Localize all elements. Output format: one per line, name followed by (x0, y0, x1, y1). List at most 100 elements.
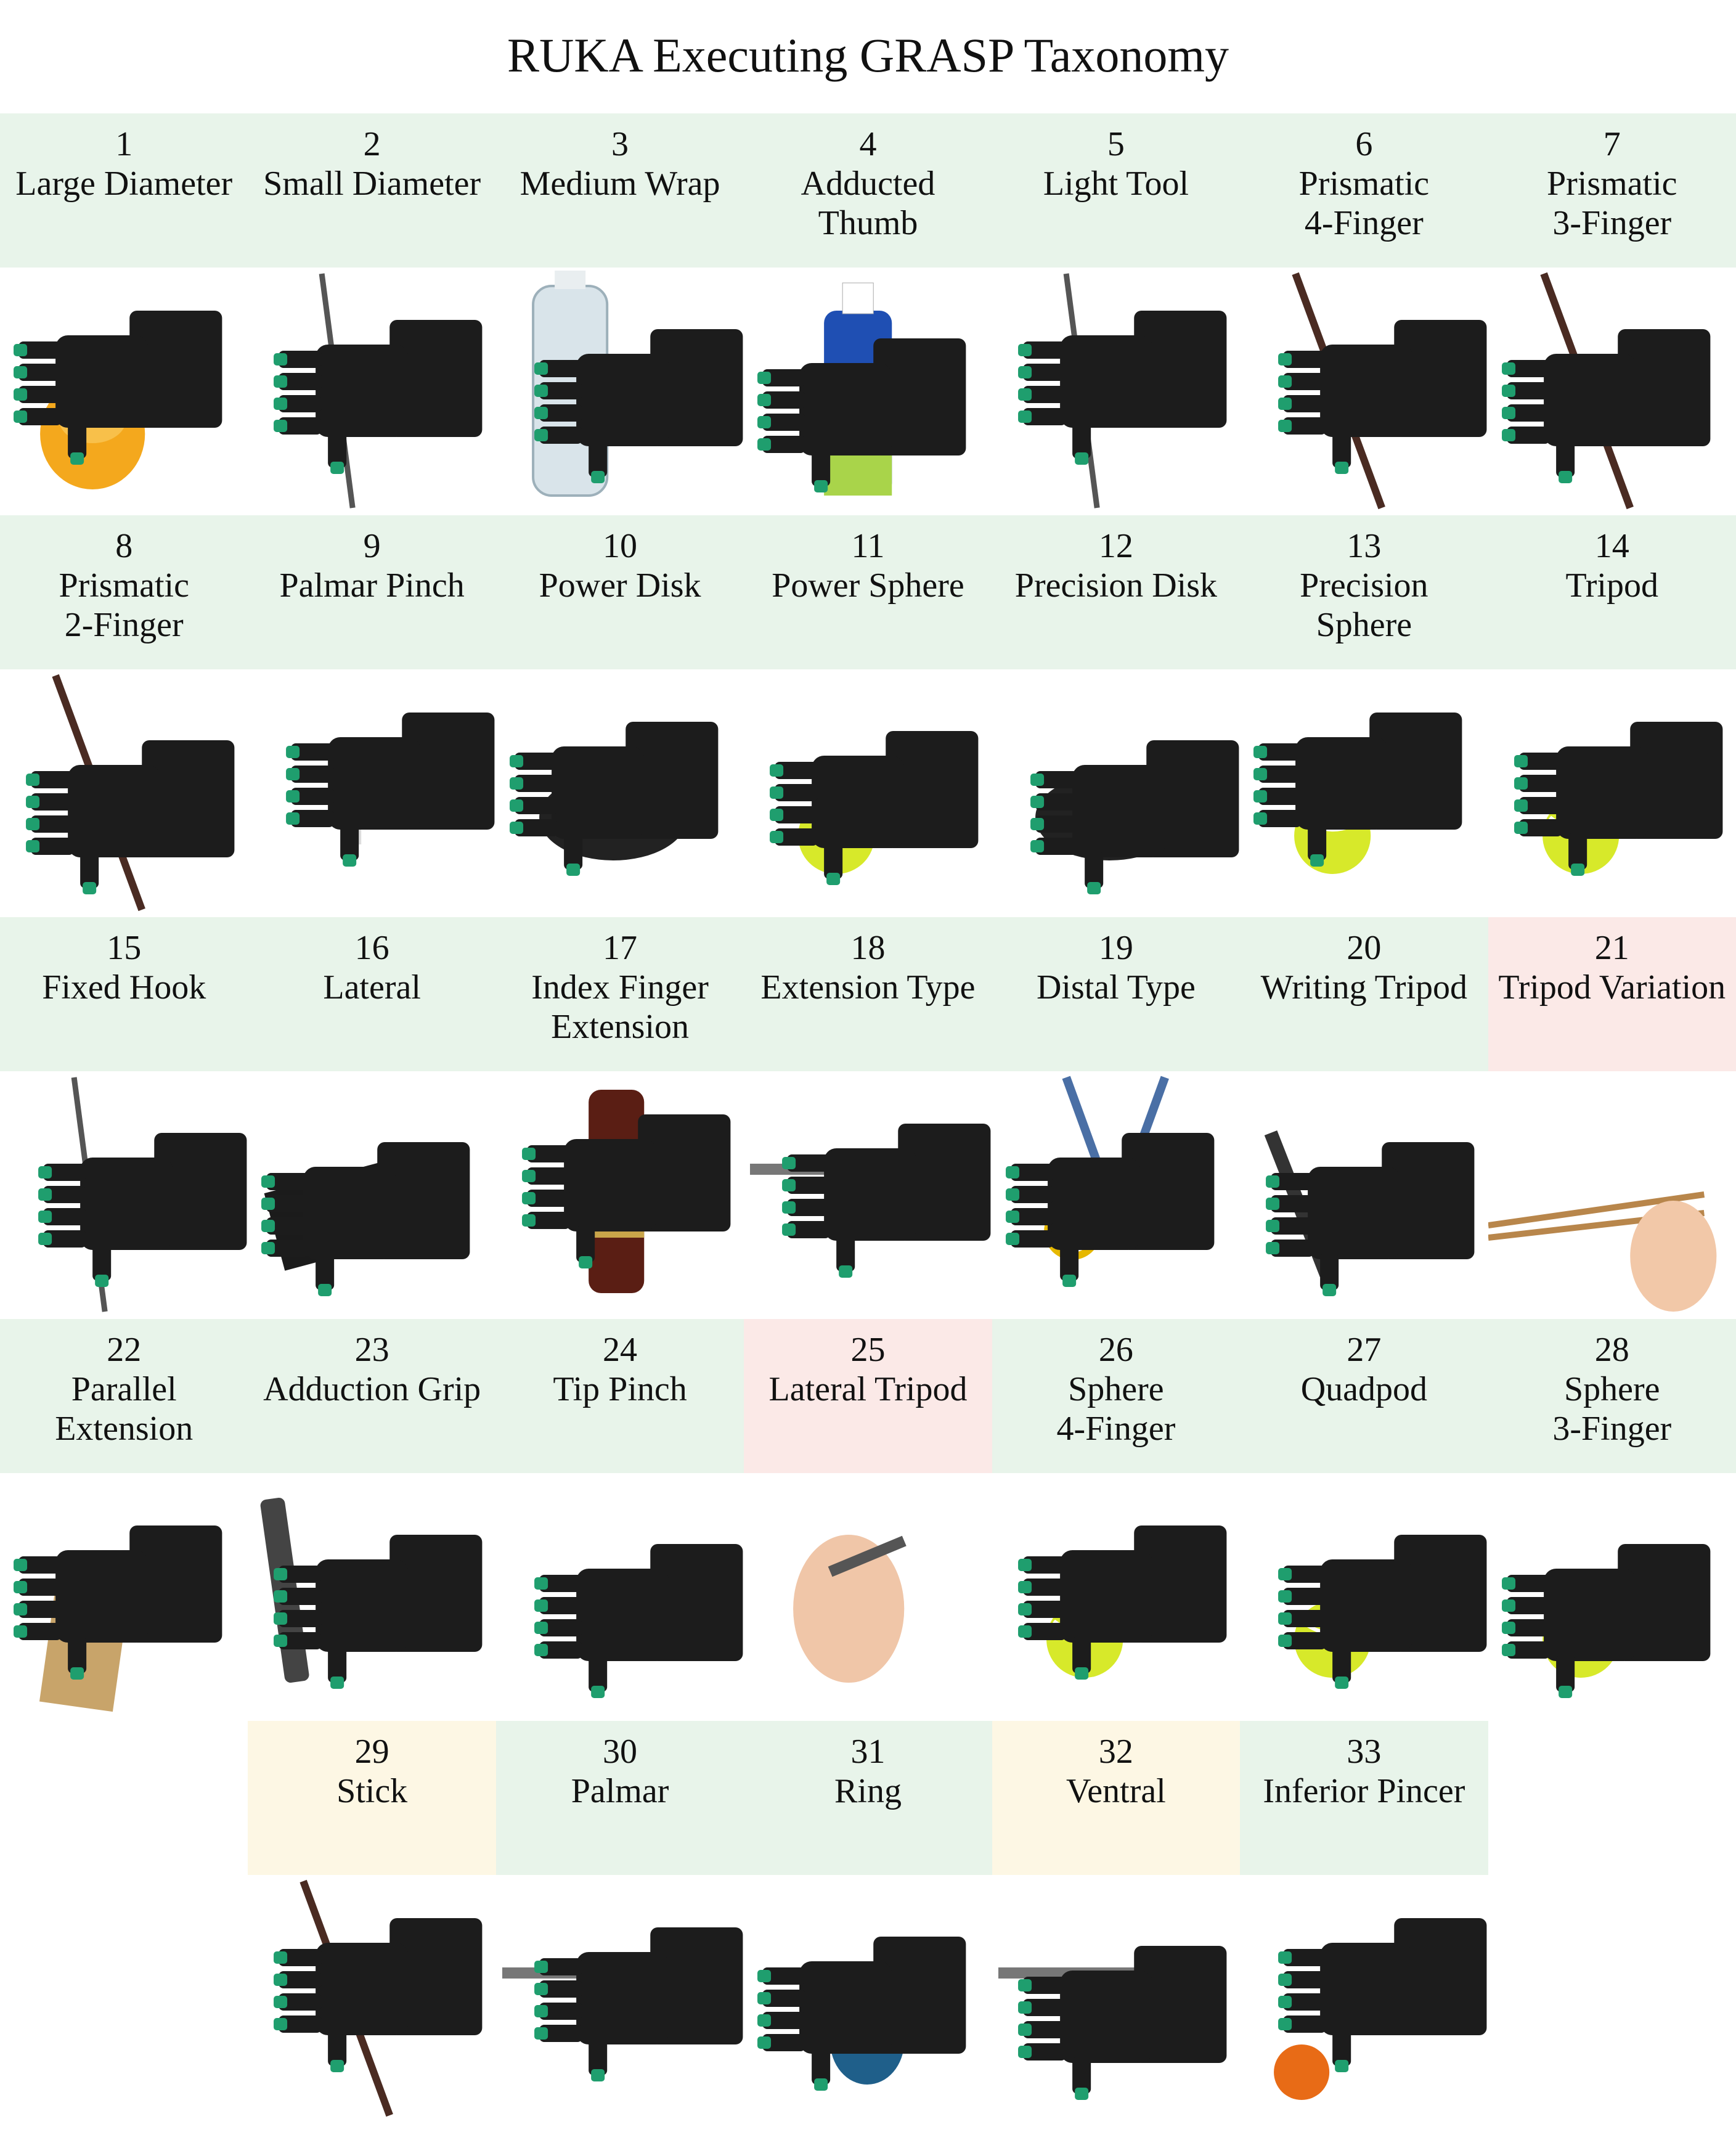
grasp-name: Power Sphere (772, 566, 964, 605)
grasp-photo-16 (248, 1071, 495, 1319)
grasp-label-31: 31 Ring (744, 1721, 992, 1875)
grasp-number: 22 (107, 1331, 142, 1369)
grasp-name: Tripod Variation (1498, 968, 1726, 1007)
grasp-number: 3 (611, 125, 629, 163)
grasp-name: Precision Sphere (1300, 566, 1428, 644)
grasp-photo-9 (248, 669, 495, 917)
grasp-number: 13 (1347, 527, 1382, 565)
robot-hand-icon (1253, 713, 1462, 867)
grasp-number: 32 (1098, 1733, 1133, 1771)
grasp-photo-23 (248, 1473, 495, 1721)
grasp-number: 20 (1347, 929, 1382, 967)
robot-hand-icon (534, 329, 743, 483)
robot-hand-icon (261, 1142, 470, 1296)
grasp-photo-30 (496, 1875, 744, 2123)
robot-hand-icon (757, 1937, 966, 2091)
robot-hand-icon (782, 1124, 991, 1278)
grasp-label-25: 25 Lateral Tripod (744, 1319, 992, 1473)
grasp-photo-3 (496, 268, 744, 515)
grasp-name: Tripod (1565, 566, 1658, 605)
grasp-label-30: 30 Palmar (495, 1721, 744, 1875)
robot-hand-icon (14, 311, 222, 465)
grasp-label-32: 32 Ventral (992, 1721, 1241, 1875)
robot-hand-icon (1501, 1544, 1710, 1698)
grasp-number: 7 (1603, 125, 1621, 163)
robot-hand-icon (534, 1927, 743, 2081)
robot-hand-icon (1017, 1946, 1227, 2100)
grasp-name: Writing Tripod (1260, 968, 1468, 1007)
grasp-label-16: 16 Lateral (248, 917, 496, 1071)
grasp-label-26: 26 Sphere 4-Finger (992, 1319, 1241, 1473)
grasp-photo-32 (992, 1875, 1240, 2123)
grasp-label-27: 27 Quadpod (1240, 1319, 1488, 1473)
grasp-name: Sphere 4-Finger (1056, 1370, 1176, 1448)
grasp-number: 5 (1107, 125, 1125, 163)
grasp-name: Small Diameter (263, 165, 481, 203)
grasp-photo-18 (744, 1071, 992, 1319)
grasp-photo-6 (1240, 268, 1488, 515)
robot-hand-icon (1278, 1535, 1487, 1689)
robot-hand-icon (1266, 1142, 1475, 1296)
grasp-label-33: 33 Inferior Pincer (1240, 1721, 1488, 1875)
grasp-name: Lateral (323, 968, 421, 1007)
robot-hand-icon (1278, 1918, 1487, 2072)
grasp-number: 21 (1594, 929, 1629, 967)
robot-hand-icon (1278, 320, 1487, 474)
robot-hand-icon (286, 713, 495, 867)
grasp-number: 16 (354, 929, 389, 967)
grasp-number: 19 (1098, 929, 1133, 967)
grasp-number: 28 (1594, 1331, 1629, 1369)
grasp-label-2: 2 Small Diameter (248, 113, 496, 268)
grasp-label-22: 22 Parallel Extension (0, 1319, 248, 1473)
grasp-label-1: 1 Large Diameter (0, 113, 248, 268)
grasp-label-5: 5 Light Tool (992, 113, 1241, 268)
grasp-number: 25 (850, 1331, 886, 1369)
grasp-label-4: 4 Adducted Thumb (744, 113, 992, 268)
grasp-number: 4 (859, 125, 877, 163)
grasp-photo-10 (496, 669, 744, 917)
grasp-name: Sphere 3-Finger (1552, 1370, 1672, 1448)
robot-hand-icon (26, 740, 235, 894)
object-human-hand (793, 1535, 907, 1683)
robot-hand-icon (757, 338, 966, 492)
grasp-name: Inferior Pincer (1263, 1772, 1465, 1810)
grasp-name: Distal Type (1036, 968, 1196, 1007)
grasp-photo-7 (1488, 268, 1736, 515)
grasp-photo-2 (248, 268, 495, 515)
grasp-photo-1 (0, 268, 248, 515)
grasp-label-23: 23 Adduction Grip (248, 1319, 496, 1473)
grasp-number: 2 (363, 125, 381, 163)
grasp-label-13: 13 Precision Sphere (1240, 515, 1488, 669)
grasp-label-15: 15 Fixed Hook (0, 917, 248, 1071)
robot-hand-icon (38, 1133, 247, 1287)
object-chopsticks (1488, 1191, 1716, 1312)
grasp-number: 26 (1098, 1331, 1133, 1369)
robot-hand-icon (1017, 1525, 1227, 1680)
grasp-photo-21 (1488, 1071, 1736, 1319)
grasp-label-7: 7 Prismatic 3-Finger (1488, 113, 1736, 268)
grasp-number: 10 (603, 527, 638, 565)
grasp-label-14: 14 Tripod (1488, 515, 1736, 669)
grasp-number: 33 (1347, 1733, 1382, 1771)
grasp-number: 1 (115, 125, 133, 163)
grasp-number: 31 (850, 1733, 886, 1771)
grasp-photo-24 (496, 1473, 744, 1721)
robot-hand-icon (509, 722, 719, 876)
grasp-label-9: 9 Palmar Pinch (248, 515, 496, 669)
grasp-photo-22 (0, 1473, 248, 1721)
grasp-name: Large Diameter (15, 165, 233, 203)
grasp-label-20: 20 Writing Tripod (1240, 917, 1488, 1071)
grasp-name: Fixed Hook (42, 968, 206, 1007)
grasp-name: Precision Disk (1014, 566, 1218, 605)
grasp-name: Light Tool (1043, 165, 1189, 203)
robot-hand-icon (1514, 722, 1722, 876)
grasp-name: Adducted Thumb (801, 165, 935, 242)
grasp-photo-20 (1240, 1071, 1488, 1319)
grasp-photo-33 (1240, 1875, 1488, 2123)
grasp-number: 14 (1594, 527, 1629, 565)
grasp-photo-8 (0, 669, 248, 917)
grasp-photo-29 (248, 1875, 495, 2123)
grasp-number: 15 (107, 929, 142, 967)
grasp-photo-31 (744, 1875, 992, 2123)
grasp-number: 8 (115, 527, 133, 565)
